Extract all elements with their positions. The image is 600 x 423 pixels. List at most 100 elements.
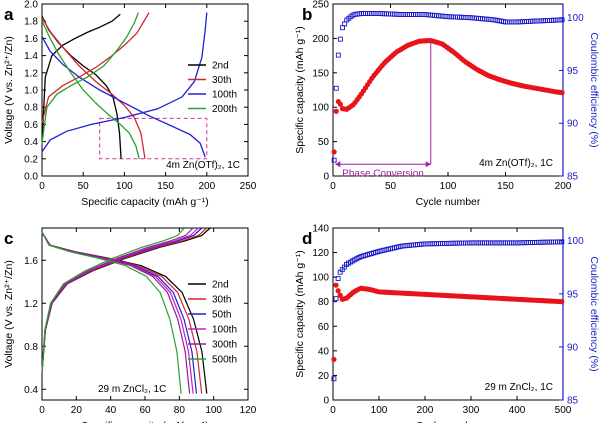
series-50th-discharge xyxy=(41,231,198,394)
phase-arrow-right xyxy=(425,161,431,168)
y-tick-label: 20 xyxy=(318,371,330,382)
x-tick-label: 40 xyxy=(105,405,117,416)
y-tick-label: 120 xyxy=(312,248,329,259)
y-axis-label: Voltage (V vs. Zn²⁺/Zn) xyxy=(3,260,15,368)
y-tick-label: 1.2 xyxy=(24,299,38,310)
capacity-point xyxy=(331,149,337,155)
capacity-point xyxy=(331,356,337,363)
y-tick-label: 140 xyxy=(312,224,329,235)
legend-label: 2nd xyxy=(212,280,229,291)
y-tick-label: 60 xyxy=(318,322,330,333)
x-tick-label: 50 xyxy=(78,181,90,192)
x-tick-label: 50 xyxy=(385,181,397,192)
legend-label: 2nd xyxy=(212,61,229,72)
x-tick-label: 0 xyxy=(330,405,336,416)
panel-label: b xyxy=(302,5,312,24)
right-y-tick-label: 90 xyxy=(567,342,579,353)
legend-label: 200th xyxy=(212,104,237,115)
y-tick-label: 100 xyxy=(312,103,329,114)
y-tick-label: 0 xyxy=(323,172,329,183)
panel-label: c xyxy=(4,229,13,248)
x-axis-label: Specific capacity (mAh g⁻¹) xyxy=(81,420,209,423)
x-tick-label: 0 xyxy=(39,405,45,416)
y-axis-label: Specific capacity (mAh g⁻¹) xyxy=(294,26,306,154)
right-y-tick-label: 85 xyxy=(567,396,579,407)
series-2nd-charge xyxy=(41,13,121,142)
legend-label: 30th xyxy=(212,295,231,306)
y-tick-label: 100 xyxy=(312,273,329,284)
y-tick-label: 0.6 xyxy=(24,120,38,131)
x-tick-label: 150 xyxy=(497,181,514,192)
ce-point xyxy=(337,36,343,42)
y-tick-label: 2.0 xyxy=(24,0,38,11)
capacity-point xyxy=(559,90,565,96)
y-tick-label: 250 xyxy=(312,0,329,11)
y-tick-label: 1.4 xyxy=(24,51,38,62)
series-100th-charge xyxy=(41,12,208,153)
right-axis-label: Coulombic efficiency (%) xyxy=(588,32,600,147)
right-y-tick-label: 95 xyxy=(567,66,579,77)
right-y-tick-label: 90 xyxy=(567,119,579,130)
legend-label: 50th xyxy=(212,310,231,321)
capacity-point xyxy=(337,101,344,107)
y-tick-label: 1.2 xyxy=(24,68,38,79)
ce-point xyxy=(333,296,339,302)
y-tick-label: 0.8 xyxy=(24,342,38,353)
panel-label: d xyxy=(302,229,312,248)
ce-point xyxy=(335,52,341,58)
electrolyte-annotation: 29 m ZnCl₂, 1C xyxy=(98,384,166,395)
capacity-point xyxy=(559,299,565,305)
ce-point xyxy=(335,276,341,281)
legend-label: 500th xyxy=(212,355,237,366)
inset-dashed-box xyxy=(99,117,208,160)
ce-point xyxy=(331,376,337,382)
y-tick-label: 80 xyxy=(318,297,330,308)
y-axis-label: Voltage (V vs. Zn²⁺/Zn) xyxy=(3,36,15,144)
legend-label: 30th xyxy=(212,75,231,86)
y-tick-label: 40 xyxy=(318,346,330,357)
x-tick-label: 80 xyxy=(174,405,186,416)
y-tick-label: 0 xyxy=(323,396,329,407)
y-tick-label: 0.4 xyxy=(24,385,38,396)
y-tick-label: 200 xyxy=(312,34,329,45)
x-axis-label: Cycle number xyxy=(416,420,481,423)
x-tick-label: 100 xyxy=(116,181,133,192)
y-tick-label: 0.0 xyxy=(24,172,38,183)
legend-label: 300th xyxy=(212,340,237,351)
plot-frame xyxy=(332,3,564,177)
phase-arrow-left xyxy=(335,161,341,168)
y-tick-label: 1.6 xyxy=(24,34,38,45)
right-y-tick-label: 95 xyxy=(567,289,579,300)
x-tick-label: 120 xyxy=(240,405,257,416)
ce-point xyxy=(559,239,565,245)
x-tick-label: 300 xyxy=(463,405,480,416)
electrolyte-annotation: 4m Zn(OTf)₂, 1C xyxy=(166,160,240,171)
x-tick-label: 500 xyxy=(555,405,572,416)
x-tick-label: 0 xyxy=(330,181,336,192)
right-axis-label: Coulombic efficiency (%) xyxy=(588,256,600,371)
series-200th-discharge xyxy=(41,20,140,159)
panel-label: a xyxy=(4,5,14,24)
x-tick-label: 150 xyxy=(157,181,174,192)
x-tick-label: 0 xyxy=(39,181,45,192)
panel-d: 0 100 200 300 400 500 0 20 40 60 80 100 120 140 Cycle … xyxy=(294,224,600,423)
ce-point xyxy=(331,157,337,163)
series-30th-discharge xyxy=(41,17,146,159)
right-y-tick-label: 100 xyxy=(567,236,584,247)
right-y-tick-label: 100 xyxy=(567,13,584,24)
y-tick-label: 1.0 xyxy=(24,86,38,97)
x-tick-label: 200 xyxy=(417,405,434,416)
ce-point xyxy=(559,17,565,23)
y-tick-label: 50 xyxy=(318,137,330,148)
capacity-point xyxy=(333,108,339,114)
ce-point xyxy=(333,85,339,91)
x-tick-label: 100 xyxy=(440,181,457,192)
x-axis-label: Specific capacity (mAh g⁻¹) xyxy=(81,196,209,208)
x-tick-label: 100 xyxy=(371,405,388,416)
x-tick-label: 60 xyxy=(139,405,151,416)
y-tick-label: 0.4 xyxy=(24,137,38,148)
panel-a: 0 50 100 150 200 250 0.0 0.2 0.4 0.6 0.8 1.0 1.2 1.4 1… xyxy=(3,0,257,208)
series-30th-charge xyxy=(41,12,150,123)
capacity-point xyxy=(337,292,343,298)
